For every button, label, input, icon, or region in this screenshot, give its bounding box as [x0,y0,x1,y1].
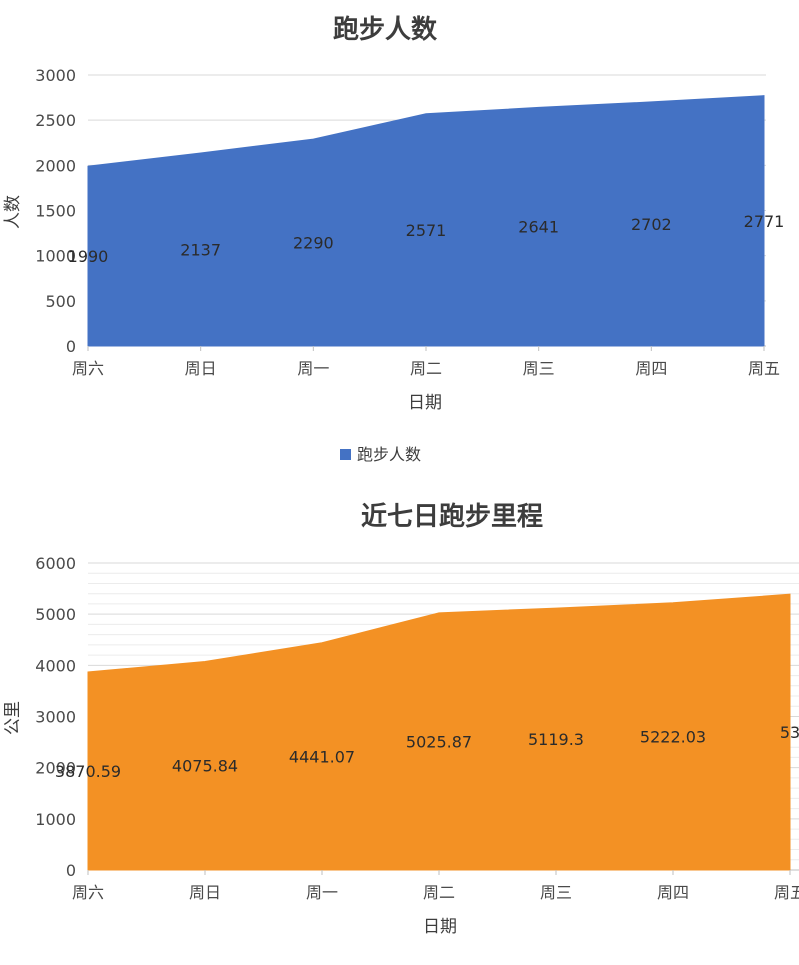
y-axis-label: 人数 [3,195,23,229]
area-fill[interactable] [87,593,791,871]
data-label: 2641 [518,218,559,237]
chart-running-distance: 近七日跑步里程 0 1000 2000 3000 4000 5000 6000 周六 周日 周一… [3,501,799,937]
x-tick-label: 周二 [410,359,442,378]
y-tick-label: 4000 [35,656,76,675]
y-tick-label: 1000 [35,810,76,829]
y-tick-label: 5000 [35,605,76,624]
data-label: 3870.59 [55,762,121,781]
legend-label: 跑步人数 [357,445,421,464]
x-tick-label: 周日 [189,883,221,902]
x-tick-label: 周四 [635,359,667,378]
y-axis-ticks: 0 500 1000 1500 2000 2500 3000 [35,66,76,356]
y-tick-label: 3000 [35,708,76,727]
y-tick-label: 0 [66,337,76,356]
chart-title: 近七日跑步里程 [361,501,543,532]
data-label: 2137 [180,240,221,259]
x-tick-label: 周六 [72,883,104,902]
x-tick-label: 周三 [540,883,572,902]
data-labels: 1990 2137 2290 2571 2641 2702 2771 [68,212,785,266]
data-label: 2571 [406,221,447,240]
y-axis-label: 公里 [3,701,23,735]
y-tick-label: 2000 [35,156,76,175]
x-axis-label: 日期 [408,393,442,413]
data-label: 2702 [631,215,672,234]
chart-title: 跑步人数 [333,14,438,45]
y-tick-label: 500 [45,292,76,311]
y-tick-label: 6000 [35,554,76,573]
area-series [87,95,765,347]
x-axis-label: 日期 [423,917,457,937]
data-label: 4441.07 [289,747,355,766]
x-tick-label: 周三 [523,359,555,378]
data-label: 1990 [68,247,109,266]
x-tick-label: 周一 [306,883,338,902]
data-label: 2290 [293,234,334,253]
x-tick-label: 周六 [72,359,104,378]
data-labels: 3870.59 4075.84 4441.07 5025.87 5119.3 5222.0… [55,723,799,781]
data-label: 53 [780,723,799,742]
data-label: 5222.03 [640,727,706,746]
legend-swatch [340,449,351,460]
y-tick-label: 1000 [35,247,76,266]
x-tick-label: 周二 [423,883,455,902]
x-axis-ticks: 周六 周日 周一 周二 周三 周四 周五 [72,346,780,378]
data-label: 5025.87 [406,732,472,751]
chart-running-people: 跑步人数 0 500 1000 1500 2000 2500 3000 周六 周日 周一 周二 周三… [3,14,784,464]
legend[interactable]: 跑步人数 [340,445,421,464]
x-tick-label: 周五 [774,883,799,902]
data-label: 5119.3 [528,730,584,749]
data-label: 4075.84 [172,757,238,776]
area-series [87,593,791,871]
area-fill[interactable] [87,95,765,347]
x-tick-label: 周日 [185,359,217,378]
x-tick-label: 周四 [657,883,689,902]
y-axis-ticks: 0 1000 2000 3000 4000 5000 6000 [35,554,76,880]
y-tick-label: 1500 [35,202,76,221]
x-axis-ticks: 周六 周日 周一 周二 周三 周四 周五 [72,870,799,902]
y-tick-label: 2000 [35,759,76,778]
x-tick-label: 周一 [297,359,329,378]
data-label: 2771 [744,212,785,231]
y-tick-label: 2500 [35,111,76,130]
y-tick-label: 3000 [35,66,76,85]
x-tick-label: 周五 [748,359,780,378]
y-tick-label: 0 [66,861,76,880]
